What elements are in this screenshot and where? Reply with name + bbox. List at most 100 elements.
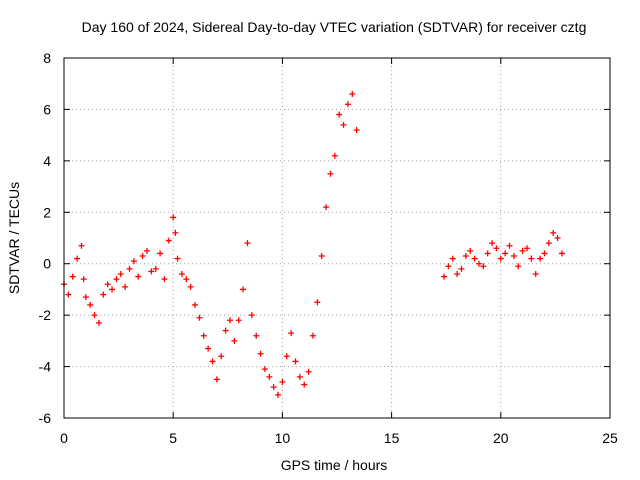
data-point [336,111,343,118]
data-point [192,301,199,308]
data-point [323,204,330,211]
data-point [148,268,155,275]
data-point [344,101,351,108]
y-tick-label: -2 [39,307,52,323]
data-point [100,291,107,298]
data-point [200,332,207,339]
data-point [257,350,264,357]
data-point [541,250,548,257]
y-tick-label: -6 [39,410,52,426]
data-point [554,235,561,241]
y-tick-label: -4 [39,359,52,375]
y-tick-label: 8 [43,50,51,66]
x-tick-label: 15 [384,430,400,446]
data-point [318,253,325,259]
data-point [65,291,72,298]
data-point [143,247,150,254]
data-point [510,253,517,259]
data-point [266,373,273,380]
y-tick-label: 4 [43,153,51,169]
data-point [113,276,120,283]
data-point [226,317,233,324]
data-point [449,255,456,262]
grid [64,58,610,418]
data-point [196,314,203,321]
data-point [95,319,102,326]
data-point [240,286,247,293]
data-point [327,170,334,177]
data-point [231,337,238,344]
data-point [537,255,544,262]
y-tick-label: 6 [43,101,51,117]
data-point [283,353,290,360]
data-point [104,281,111,288]
data-point [275,391,282,398]
data-point [78,242,85,249]
data-point [288,330,295,337]
data-point [441,273,448,280]
data-point [349,91,356,97]
y-tick-label: 0 [43,256,51,272]
data-point [91,312,98,319]
data-point [183,276,190,283]
data-point [270,384,277,391]
data-point [80,276,87,283]
y-tick-label: 2 [43,204,51,220]
data-point [157,250,164,257]
data-point [471,255,478,262]
data-point [467,247,474,254]
data-point [82,294,89,301]
data-point [454,271,461,277]
data-point [532,271,539,277]
data-point [519,247,526,254]
data-point [502,250,509,257]
data-point [244,240,251,247]
data-point [174,255,181,262]
data-point [528,255,535,262]
data-point [489,240,496,247]
data-point [74,255,81,262]
data-point [550,229,557,236]
data-point [475,260,482,267]
data-point [218,353,225,360]
data-point [122,283,129,290]
data-point [480,263,487,270]
data-points [61,91,565,398]
data-point [248,312,255,319]
data-point [292,358,299,365]
data-point [309,332,316,339]
data-point [279,379,286,385]
data-point [161,276,168,283]
data-point [458,265,465,272]
data-point [109,286,116,293]
data-point [117,271,124,277]
x-axis-label: GPS time / hours [281,457,388,473]
data-point [205,345,212,352]
data-point [497,255,504,262]
data-point [165,237,172,244]
data-point [135,273,142,280]
data-point [126,265,133,272]
data-point [178,271,185,277]
data-point [69,273,76,280]
data-point [213,376,220,383]
data-point [524,245,531,252]
data-point [462,253,469,259]
data-point [187,283,194,290]
data-point [445,263,452,270]
axis-ticks: 0 5 10 15 20 25 -6 -4 -2 0 2 4 6 8 [39,50,618,446]
data-point [305,368,312,375]
data-point [340,121,347,128]
data-point [130,258,137,265]
data-point [558,250,565,257]
data-point [235,317,242,324]
x-tick-label: 10 [275,430,291,446]
data-point [301,381,308,388]
data-point [331,152,338,159]
data-point [314,299,321,306]
data-point [152,265,159,272]
data-point [484,250,491,257]
data-point [172,229,179,236]
x-tick-label: 25 [602,430,618,446]
